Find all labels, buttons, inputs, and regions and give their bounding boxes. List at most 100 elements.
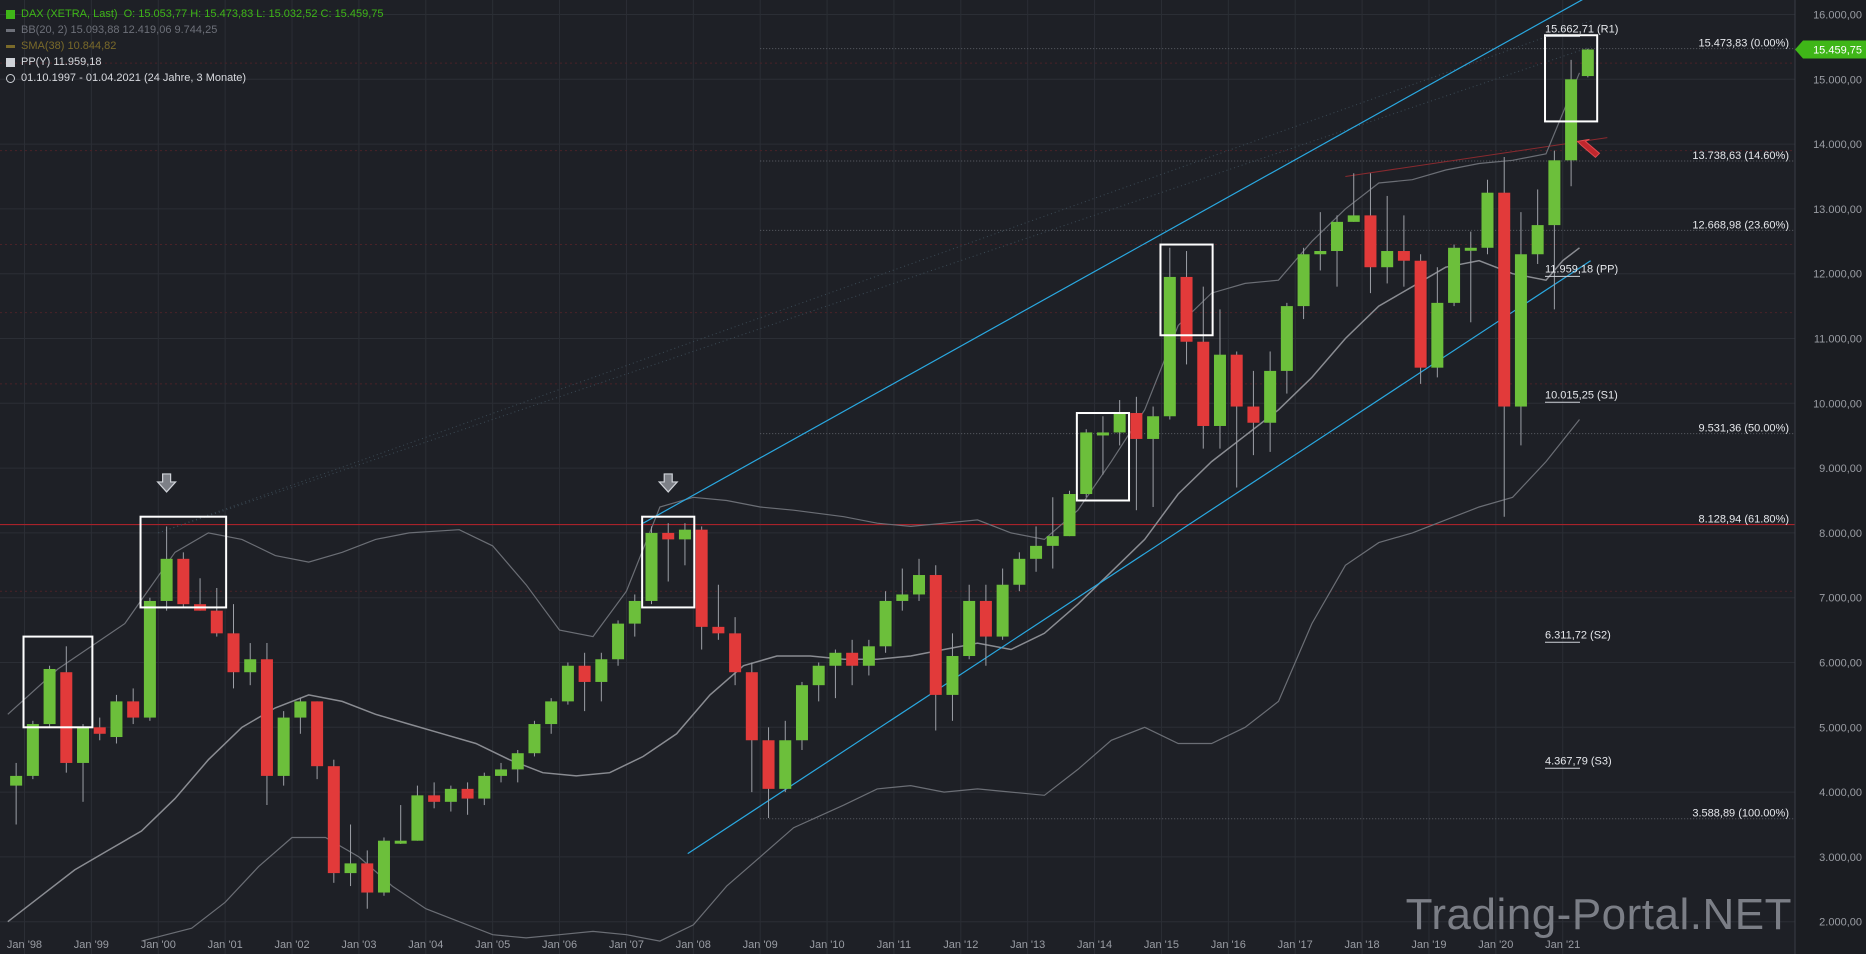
candle-body	[695, 529, 708, 627]
bb-middle-line	[7, 247, 1580, 923]
candle-body	[1080, 432, 1093, 495]
highlight-box	[1075, 412, 1131, 502]
candle-body	[1213, 354, 1226, 426]
fib-label: 13.738,63 (14.60%)	[1692, 150, 1789, 162]
legend-sma-row[interactable]: SMA(38) 10.844,82	[6, 38, 384, 54]
candle-body	[143, 600, 156, 718]
candle-body	[1297, 254, 1310, 307]
faint-trend-line	[158, 20, 1591, 534]
candles	[10, 48, 1594, 909]
down-arrow-icon	[657, 473, 679, 493]
candle-body	[1464, 247, 1477, 251]
pivot-label: 11.959,18 (PP)	[1545, 263, 1618, 275]
candle-body	[1197, 341, 1210, 426]
red-trend-line	[1345, 137, 1608, 177]
x-tick-label: Jan '18	[1345, 939, 1380, 951]
y-axis-panel	[1795, 0, 1866, 954]
candle-body	[1364, 215, 1377, 268]
candle-body	[1130, 413, 1143, 439]
candle-body	[1247, 406, 1260, 423]
legend-pp-row[interactable]: PP(Y) 11.959,18	[6, 54, 384, 70]
candle-body	[511, 753, 524, 770]
x-tick-label: Jan '10	[809, 939, 844, 951]
candle-body	[1030, 545, 1043, 559]
candle-body	[762, 740, 775, 789]
x-tick-label: Jan '04	[408, 939, 443, 951]
y-tick-label: 12.000,00	[1813, 269, 1862, 281]
x-tick-label: Jan '99	[74, 939, 109, 951]
candle-body	[227, 633, 240, 673]
level-labels: 15.662,71 (R1) 11.959,18 (PP) 10.015,25 (S…	[1545, 23, 1789, 820]
candle-body	[561, 665, 574, 702]
candle-body	[578, 665, 591, 682]
candle-body	[1498, 192, 1511, 407]
axes: 2.000,00 3.000,00 4.000,00 5.000,00 6.000,00…	[7, 0, 1866, 954]
candle-body	[1531, 225, 1544, 255]
candle-body	[244, 659, 257, 673]
candle-body	[210, 610, 223, 634]
y-tick-label: 4.000,00	[1819, 787, 1862, 799]
candle-body	[729, 633, 742, 673]
candle-body	[1548, 160, 1561, 226]
x-tick-label: Jan '07	[609, 939, 644, 951]
candle-body	[678, 529, 691, 540]
candle-body	[862, 646, 875, 666]
candle-body	[377, 840, 390, 893]
candle-body	[846, 652, 859, 666]
candle-body	[896, 594, 909, 601]
candle-body	[929, 575, 942, 695]
candle-body	[10, 775, 23, 786]
x-tick-label: Jan '01	[208, 939, 243, 951]
candle-body	[294, 701, 307, 718]
bb-lower-line	[141, 419, 1580, 942]
candle-body	[160, 558, 173, 601]
x-tick-label: Jan '06	[542, 939, 577, 951]
candle-body	[1565, 79, 1578, 161]
y-tick-label: 15.000,00	[1813, 74, 1862, 86]
candle-body	[879, 600, 892, 647]
markers	[156, 138, 1601, 493]
y-tick-label: 5.000,00	[1819, 722, 1862, 734]
candle-body	[1481, 192, 1494, 248]
highlight-box	[1159, 243, 1214, 337]
y-tick-label: 16.000,00	[1813, 10, 1862, 22]
candle-body	[1180, 276, 1193, 342]
candle-body	[1163, 276, 1176, 417]
candle-body	[612, 623, 625, 660]
sma-swatch-icon	[6, 44, 15, 48]
pivot-label: 4.367,79 (S3)	[1545, 755, 1612, 767]
pivot-label: 15.662,71 (R1)	[1545, 23, 1618, 35]
legend-bb-row[interactable]: BB(20, 2) 15.093,88 12.419,06 9.744,25	[6, 22, 384, 38]
highlight-box	[641, 515, 696, 609]
fib-label: 8.128,94 (61.80%)	[1698, 514, 1789, 526]
x-tick-label: Jan '02	[274, 939, 309, 951]
candle-body	[779, 740, 792, 789]
ohlc-icon	[6, 9, 15, 19]
highlight-box	[22, 635, 94, 729]
candle-body	[946, 656, 959, 695]
highlight-box	[1544, 34, 1599, 123]
candle-body	[461, 788, 474, 799]
y-tick-label: 13.000,00	[1813, 204, 1862, 216]
candle-body	[528, 724, 541, 754]
candle-body	[411, 795, 424, 841]
x-tick-label: Jan '08	[676, 939, 711, 951]
candle-body	[1414, 260, 1427, 368]
candle-body	[260, 659, 273, 776]
x-tick-label: Jan '05	[475, 939, 510, 951]
red-arrow-icon	[1576, 138, 1601, 159]
candle-body	[478, 775, 491, 799]
candle-body	[913, 575, 926, 595]
candle-body	[645, 532, 658, 601]
x-tick-label: Jan '20	[1478, 939, 1513, 951]
candle-body	[495, 769, 508, 776]
reference-lines	[0, 20, 1795, 820]
x-tick-label: Jan '03	[341, 939, 376, 951]
candle-body	[77, 727, 90, 763]
x-tick-label: Jan '17	[1278, 939, 1313, 951]
candle-body	[177, 558, 190, 605]
fib-label: 12.668,98 (23.60%)	[1692, 219, 1789, 231]
clock-icon	[6, 73, 15, 83]
